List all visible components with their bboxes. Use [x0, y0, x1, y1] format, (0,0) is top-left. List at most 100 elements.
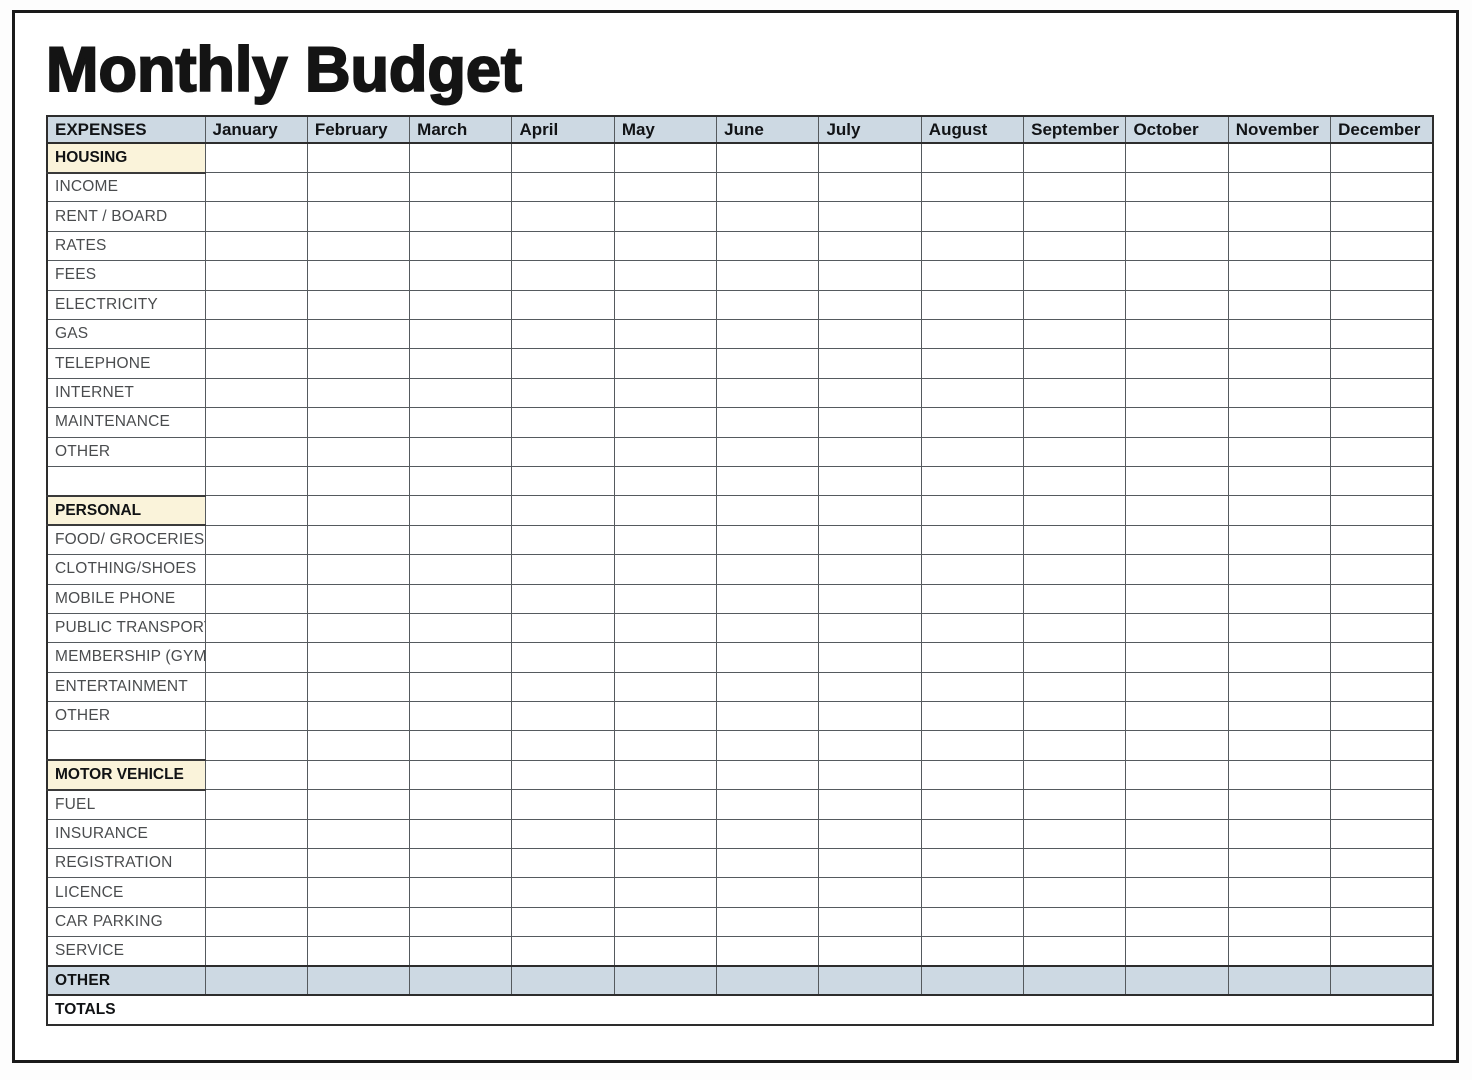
- value-cell: [1125, 671, 1229, 703]
- value-cell: [613, 730, 718, 761]
- value-cell: [409, 407, 513, 438]
- value-cell: [920, 612, 1025, 644]
- expense-label: FOOD/ GROCERIES: [46, 524, 206, 556]
- value-cell: [716, 495, 820, 526]
- value-cell: [716, 260, 820, 291]
- value-cell: [511, 318, 615, 350]
- value-cell: [511, 348, 615, 379]
- value-cell: [1023, 289, 1127, 320]
- value-cell: [1330, 260, 1434, 291]
- expense-row: ELECTRICITY: [46, 289, 1434, 320]
- value-cell: [204, 789, 308, 820]
- value-cell: [1023, 583, 1127, 614]
- value-cell: [1227, 318, 1332, 350]
- value-cell: [1227, 495, 1332, 526]
- section-label: PERSONAL: [46, 494, 206, 527]
- value-cell: [716, 583, 820, 614]
- value-cell: [1227, 877, 1332, 908]
- value-cell: [1023, 524, 1127, 556]
- value-cell: [511, 554, 615, 585]
- value-cell: [613, 201, 718, 232]
- value-cell: [613, 789, 718, 820]
- expense-row: RENT / BOARD: [46, 201, 1434, 232]
- value-cell: [613, 701, 718, 732]
- value-cell: [1330, 877, 1434, 908]
- value-cell: [409, 583, 513, 614]
- value-cell: [1330, 642, 1434, 673]
- value-cell: [511, 759, 615, 791]
- column-header-month: October: [1125, 115, 1229, 145]
- expense-label: REGISTRATION: [46, 848, 206, 879]
- value-cell: [511, 789, 615, 820]
- value-cell: [306, 172, 411, 203]
- value-cell: [920, 759, 1025, 791]
- value-cell: [1023, 201, 1127, 232]
- section-label: MOTOR VEHICLE: [46, 759, 206, 791]
- value-cell: [1023, 172, 1127, 203]
- value-cell: [409, 612, 513, 644]
- expense-row: INTERNET: [46, 377, 1434, 409]
- value-cell: [511, 730, 615, 761]
- expense-row: CAR PARKING: [46, 906, 1434, 938]
- value-cell: [409, 230, 513, 262]
- value-cell: [1330, 436, 1434, 467]
- expense-label: PUBLIC TRANSPORT: [46, 612, 206, 644]
- value-cell: [306, 230, 411, 262]
- value-cell: [1227, 848, 1332, 879]
- value-cell: [1125, 348, 1229, 379]
- value-cell: [1330, 671, 1434, 703]
- value-cell: [1330, 730, 1434, 761]
- value-cell: [920, 906, 1025, 938]
- value-cell: [818, 201, 922, 232]
- value-cell: [1125, 495, 1229, 526]
- value-cell: [1125, 701, 1229, 732]
- value-cell: [204, 730, 308, 761]
- value-cell: [511, 818, 615, 850]
- value-cell: [1023, 495, 1127, 526]
- value-cell: [613, 172, 718, 203]
- value-cell: [613, 377, 718, 409]
- expense-label: RATES: [46, 230, 206, 262]
- value-cell: [204, 936, 308, 967]
- value-cell: [920, 583, 1025, 614]
- value-cell: [1023, 612, 1127, 644]
- value-cell: [1023, 407, 1127, 438]
- value-cell: [306, 407, 411, 438]
- value-cell: [1330, 583, 1434, 614]
- value-cell: [409, 201, 513, 232]
- column-header-month: February: [306, 115, 411, 145]
- expense-row: OTHER: [46, 436, 1434, 467]
- expense-label: MAINTENANCE: [46, 407, 206, 438]
- value-cell: [716, 524, 820, 556]
- value-cell: [1330, 759, 1434, 791]
- value-cell: [1125, 289, 1229, 320]
- value-cell: [1227, 201, 1332, 232]
- value-cell: [204, 436, 308, 467]
- expense-row: FUEL: [46, 789, 1434, 820]
- value-cell: [716, 612, 820, 644]
- value-cell: [306, 848, 411, 879]
- value-cell: [204, 965, 308, 997]
- value-cell: [716, 436, 820, 467]
- value-cell: [204, 642, 308, 673]
- totals-row: TOTALS: [46, 994, 1434, 1026]
- value-cell: [409, 172, 513, 203]
- value-cell: [1227, 789, 1332, 820]
- value-cell: [409, 701, 513, 732]
- value-cell: [204, 289, 308, 320]
- value-cell: [613, 612, 718, 644]
- value-cell: [716, 407, 820, 438]
- value-cell: [613, 936, 718, 967]
- value-cell: [1330, 407, 1434, 438]
- expense-label: INSURANCE: [46, 818, 206, 850]
- value-cell: [920, 671, 1025, 703]
- value-cell: [716, 671, 820, 703]
- value-cell: [1330, 495, 1434, 526]
- other-summary-row: OTHER: [46, 965, 1434, 997]
- value-cell: [511, 142, 615, 174]
- expense-label: RENT / BOARD: [46, 201, 206, 232]
- value-cell: [920, 936, 1025, 967]
- value-cell: [511, 230, 615, 262]
- value-cell: [1125, 906, 1229, 938]
- value-cell: [306, 818, 411, 850]
